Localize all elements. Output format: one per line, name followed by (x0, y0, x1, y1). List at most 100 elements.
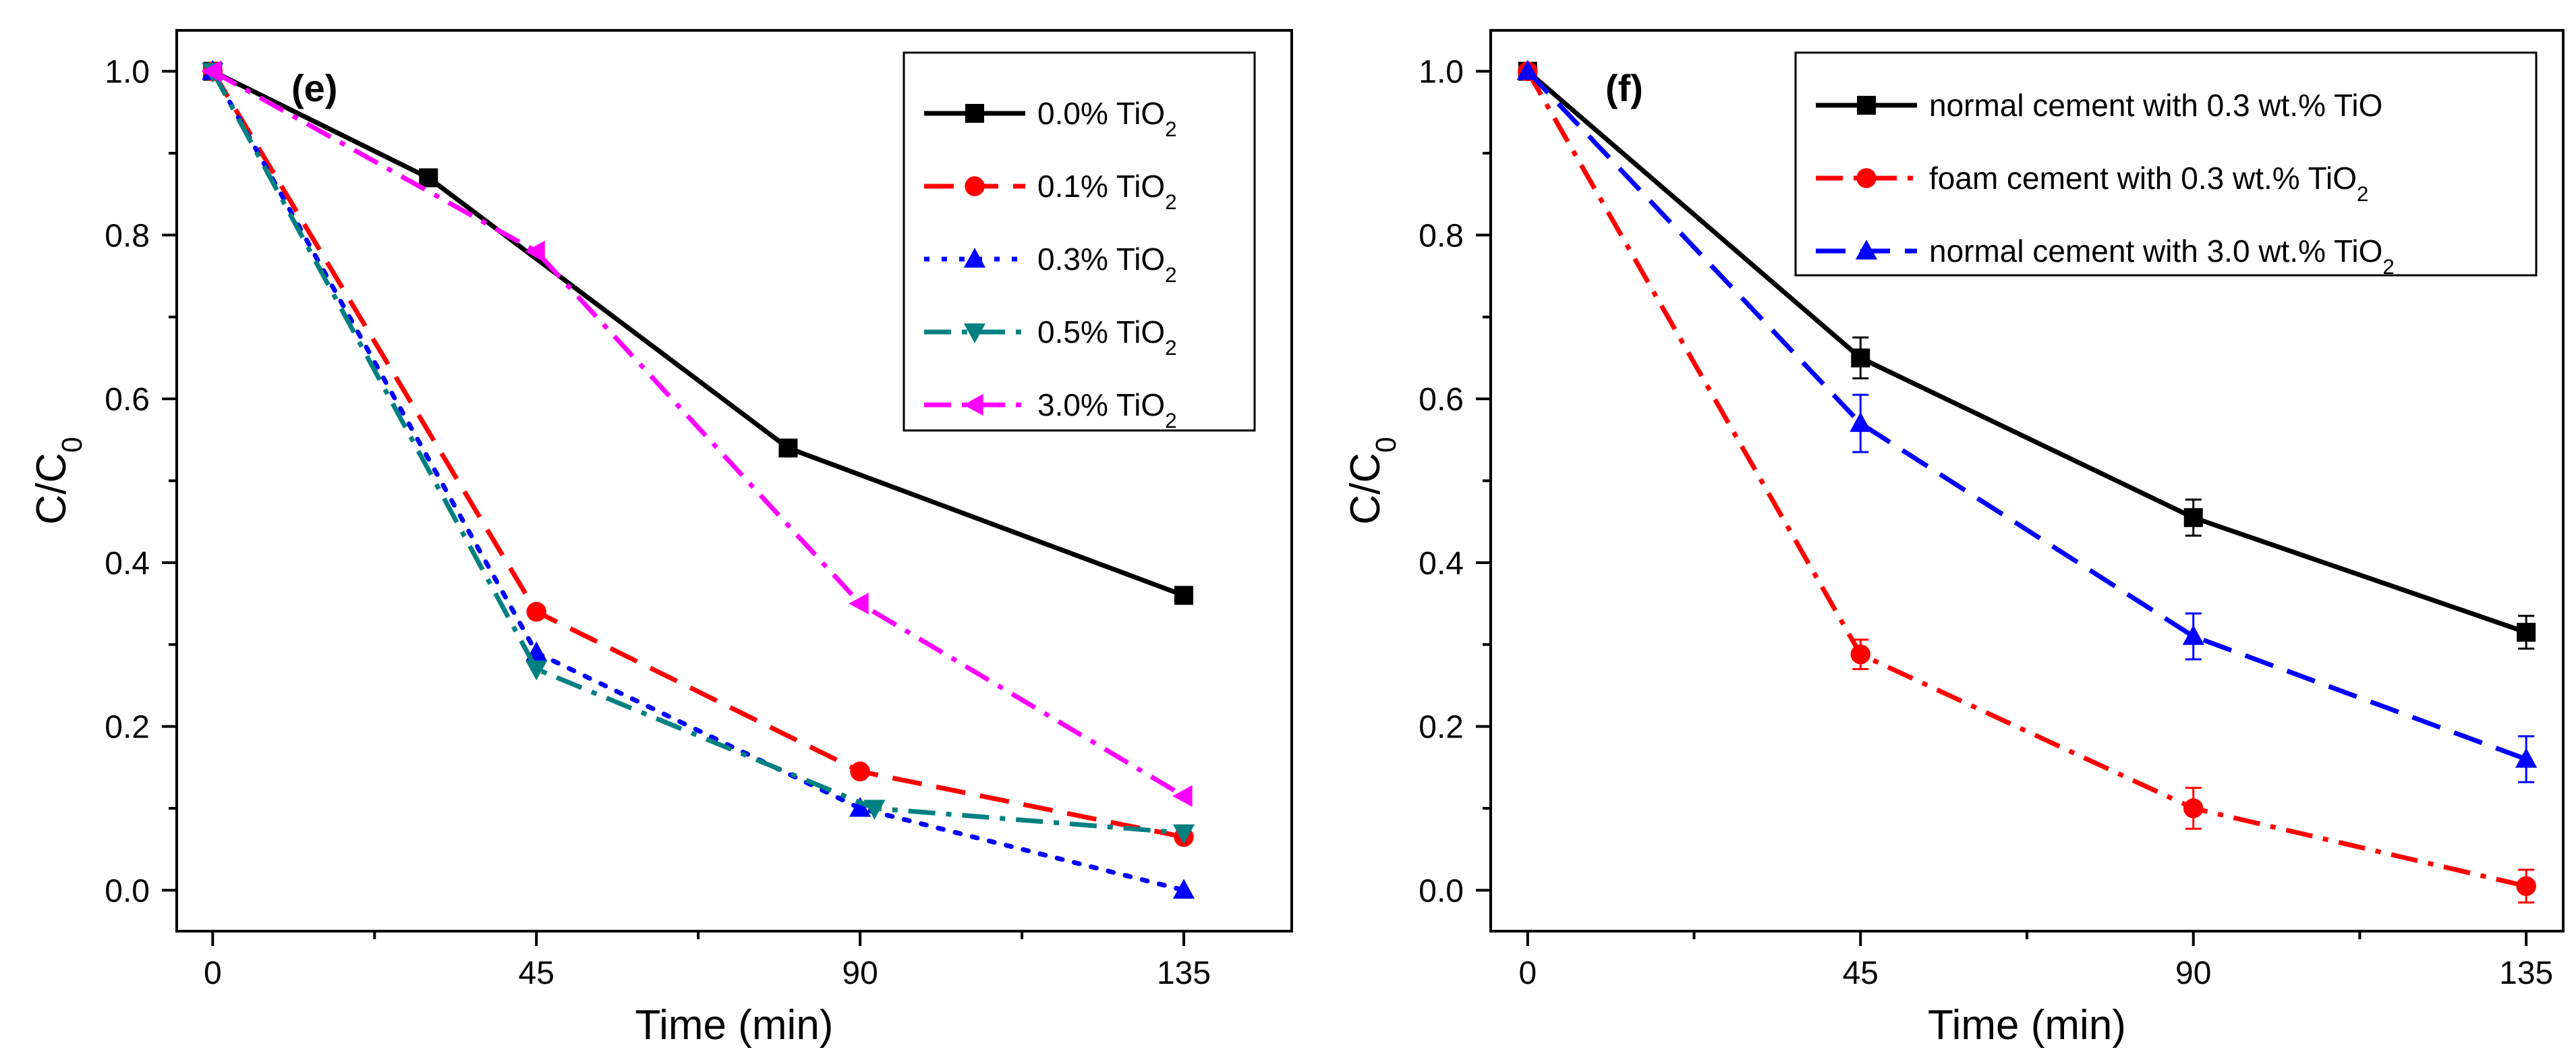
series-1 (1518, 61, 2536, 904)
series-4 (201, 60, 1193, 807)
legend-label-subscript: 2 (1165, 336, 1176, 360)
x-tick-label: 90 (842, 955, 878, 991)
legend-label-subscript: 2 (1165, 263, 1176, 287)
y-tick-label: 0.2 (105, 710, 150, 746)
data-point (1850, 644, 1870, 665)
legend-label-main: 0.5% TiO (1037, 314, 1165, 350)
x-tick-label-main: 135 (2499, 955, 2553, 991)
data-point (2183, 798, 2204, 818)
y-tick-label: 0.2 (1419, 710, 1464, 746)
y-tick-label: 0.0 (1419, 873, 1464, 909)
data-point (849, 592, 869, 615)
x-tick-label: 135 (2499, 955, 2553, 991)
legend-label-main: normal cement with 0.3 wt.% TiO (1929, 88, 2382, 123)
y-axis-title: C/C0 (28, 437, 88, 524)
legend-label-main: 0.1% TiO (1037, 169, 1165, 204)
legend-marker (963, 323, 986, 343)
panel-label: (e) (291, 67, 337, 109)
legend-label-main: foam cement with 0.3 wt.% TiO (1929, 161, 2357, 196)
x-tick-label: 45 (519, 955, 554, 991)
x-tick-label-main: 90 (2175, 955, 2211, 991)
series-line (1526, 69, 2527, 762)
y-axis-title-subscript: 0 (1370, 437, 1402, 452)
data-point (526, 601, 546, 622)
chart-panel-f: 0 45 90 135 0.0 0.2 0.4 0.6 0.8 1.0 Time (min) C/C0… (1342, 29, 2565, 1049)
legend-marker (1856, 168, 1877, 188)
legend-label-subscript: 2 (1165, 409, 1176, 433)
y-tick-label: 0.4 (1419, 546, 1464, 582)
legend-label-main: 3.0% TiO (1037, 387, 1165, 422)
x-tick-label: 0 (204, 955, 222, 991)
data-point (2517, 623, 2536, 642)
series-line (1526, 69, 2527, 635)
series-2 (202, 59, 1195, 899)
y-axis-title: C/C0 (1342, 437, 1402, 524)
series-2 (1516, 59, 2538, 783)
panel-label-main: (e) (291, 67, 337, 109)
x-tick-label-main: 45 (519, 955, 554, 991)
x-axis-title: Time (min) (635, 1002, 834, 1049)
data-point (2182, 625, 2204, 645)
x-tick-label: 135 (1157, 955, 1211, 991)
x-axis-title-main: Time (min) (635, 1002, 834, 1049)
series-line (1525, 69, 2527, 889)
data-point (201, 60, 221, 82)
legend-label: normal cement with 3.0 wt.% TiO2 (1929, 233, 2395, 279)
data-point (1174, 586, 1194, 605)
y-tick-label: 0.0 (105, 873, 150, 909)
y-tick-label: 0.8 (105, 218, 150, 254)
data-point (525, 240, 545, 262)
x-tick-label-main: 90 (842, 955, 878, 991)
data-point (2183, 508, 2203, 528)
legend-label: normal cement with 0.3 wt.% TiO (1929, 88, 2382, 123)
legend-box (1794, 51, 2538, 277)
y-tick-label: 0.6 (105, 382, 150, 418)
x-tick-label-main: 135 (1157, 955, 1211, 991)
y-tick-label: 1.0 (1419, 55, 1464, 90)
panel-label: (f) (1605, 67, 1643, 109)
x-tick-label: 90 (2175, 955, 2211, 991)
series-line (211, 69, 1185, 598)
x-tick-label-main: 45 (1843, 955, 1879, 991)
legend-marker (963, 248, 986, 268)
x-tick-label: 0 (1518, 955, 1537, 991)
data-point (849, 797, 871, 817)
legend-marker (1857, 96, 1876, 115)
y-tick-label: 0.8 (1419, 218, 1464, 254)
legend-marker (965, 104, 984, 123)
y-tick-label: 0.4 (105, 546, 150, 582)
series-line (211, 69, 1185, 798)
legend-label: foam cement with 0.3 wt.% TiO2 (1929, 161, 2368, 206)
legend-label-subscript: 2 (1165, 190, 1176, 214)
legend-label: 0.1% TiO2 (1037, 169, 1177, 214)
legend-label: 0.5% TiO2 (1037, 314, 1177, 360)
y-tick-label: 1.0 (105, 55, 150, 90)
data-point (1172, 824, 1195, 845)
legend-label-subscript: 2 (2382, 255, 2394, 279)
x-tick-label: 45 (1843, 955, 1879, 991)
data-point (863, 800, 886, 820)
series-line (210, 70, 1184, 835)
legend-label: 3.0% TiO2 (1037, 387, 1177, 433)
data-point (850, 761, 870, 782)
legend-label-main: 0.3% TiO (1037, 242, 1165, 277)
data-point (525, 661, 548, 681)
legend-marker (965, 176, 985, 196)
legend-label-main: 0.0% TiO (1037, 96, 1165, 131)
x-axis-title: Time (min) (1928, 1002, 2126, 1049)
y-tick-label: 0.6 (1419, 382, 1464, 418)
data-point (419, 168, 438, 188)
data-point (1172, 785, 1193, 807)
data-point (2516, 876, 2536, 896)
data-point (2515, 748, 2538, 768)
y-axis-title-subscript: 0 (56, 437, 88, 452)
data-point (1850, 412, 1872, 433)
legend-marker (1855, 240, 1878, 260)
data-point (1851, 348, 1870, 368)
y-axis-title-main: C/C (28, 453, 75, 525)
data-point (1172, 879, 1195, 899)
data-point (778, 438, 798, 457)
legend-marker (963, 393, 983, 416)
